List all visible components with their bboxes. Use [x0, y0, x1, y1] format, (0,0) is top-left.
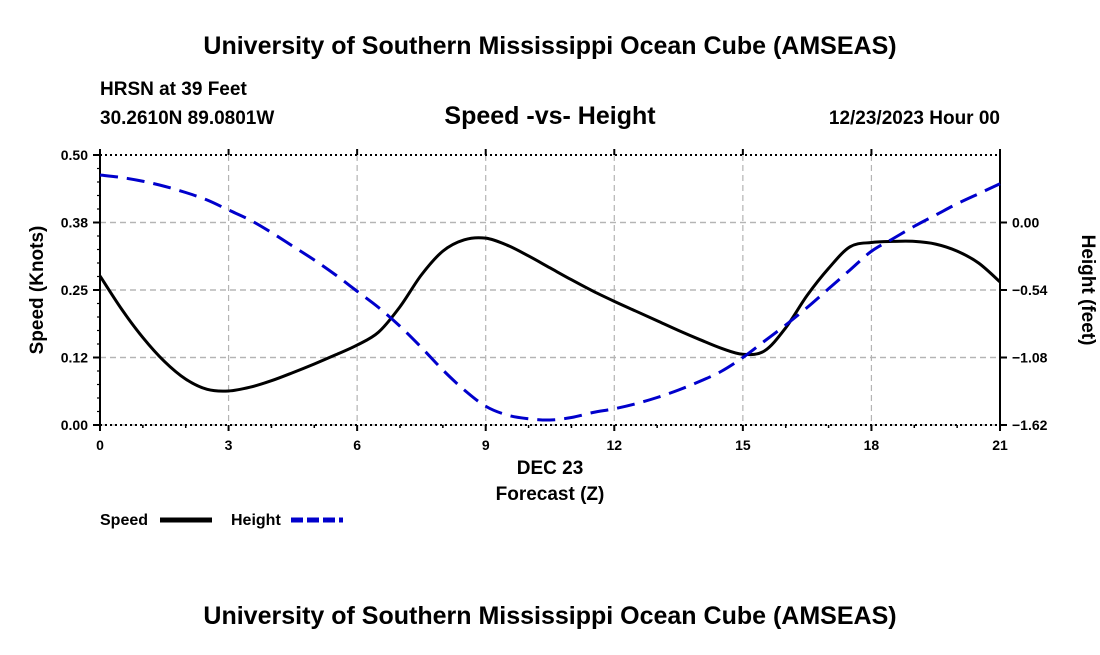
x-tick-label-15: 15	[735, 437, 751, 453]
legend-label-height: Height	[231, 512, 281, 529]
series-line-speed	[98, 236, 1001, 393]
x-axis-label: Forecast (Z)	[496, 484, 605, 505]
legend: Speed Height	[100, 512, 343, 529]
series-line-height	[99, 173, 1001, 422]
chart-title: Speed -vs- Height	[444, 102, 656, 130]
coordinates-label: 30.2610N 89.0801W	[100, 108, 274, 129]
forecast-datetime: 12/23/2023 Hour 00	[829, 108, 1000, 129]
station-label: HRSN at 39 Feet	[100, 79, 247, 100]
x-tick-label-3: 3	[225, 437, 233, 453]
y-tick-label-1: 0.12	[61, 350, 88, 366]
header-title: University of Southern Mississippi Ocean…	[203, 32, 896, 60]
legend-label-speed: Speed	[100, 512, 148, 529]
axis-ticks: 0 3 6 9 12 15 18 21 0.00 0.12 0.25 0.38 0.50 −1.62 −1.…	[61, 147, 1048, 453]
y2-axis-label: Height (feet)	[1077, 235, 1098, 346]
x-axis-date-label: DEC 23	[517, 458, 584, 479]
y2-tick-label-3: 0.00	[1012, 215, 1039, 231]
y-tick-label-3: 0.38	[61, 215, 88, 231]
y2-tick-label-2: −0.54	[1012, 282, 1048, 298]
footer-title: University of Southern Mississippi Ocean…	[203, 602, 896, 630]
x-tick-label-9: 9	[482, 437, 490, 453]
y-tick-label-4: 0.50	[61, 147, 88, 163]
y2-tick-label-1: −1.08	[1012, 350, 1048, 366]
grid-lines	[100, 155, 1000, 426]
y-axis-label: Speed (Knots)	[27, 226, 48, 355]
series-lines	[98, 173, 1001, 422]
x-tick-label-6: 6	[353, 437, 361, 453]
y-tick-label-2: 0.25	[61, 282, 88, 298]
x-tick-label-0: 0	[96, 437, 104, 453]
x-tick-label-12: 12	[606, 437, 622, 453]
x-tick-label-21: 21	[992, 437, 1008, 453]
y2-tick-label-0: −1.62	[1012, 417, 1048, 433]
y-tick-label-0: 0.00	[61, 417, 88, 433]
x-tick-label-18: 18	[864, 437, 880, 453]
